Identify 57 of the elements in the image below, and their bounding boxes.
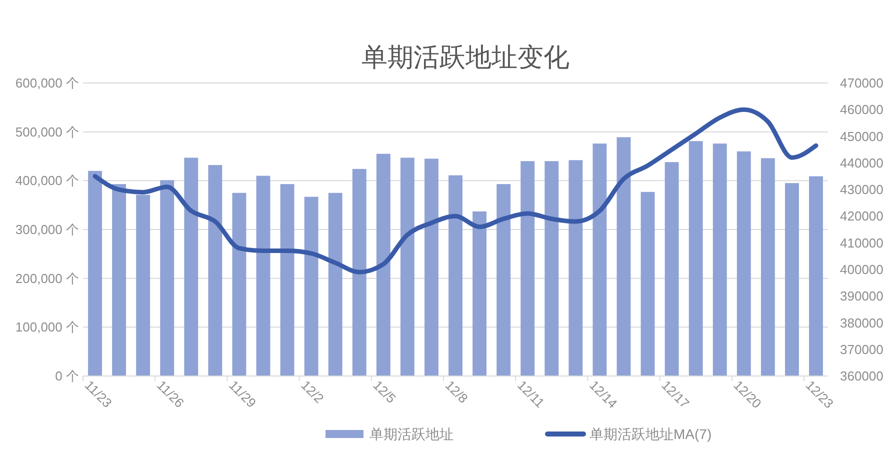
bar [376,154,390,376]
y2-tick-label: 440000 [840,155,884,170]
bar [640,192,655,376]
y2-tick-label: 410000 [840,235,884,250]
bar [352,168,366,376]
y-tick-label: 0 个 [55,368,79,384]
chart-title: 单期活跃地址变化 [362,42,570,72]
bar [280,184,294,376]
x-tick-label: 12/2 [298,378,327,406]
bar [760,158,775,376]
bar [304,196,318,376]
y2-tick-label: 470000 [840,76,884,91]
bar [328,192,342,376]
line-series [92,107,818,274]
bar [448,175,462,376]
bar [472,211,486,376]
bar [136,194,150,376]
y2-tick-label: 460000 [840,102,884,118]
legend-label: 单期活跃地址MA(7) [590,426,712,442]
bar [400,158,414,376]
y-tick-label: 600,000 个 [15,76,79,91]
y2-tick-label: 400000 [840,262,884,278]
bar [256,176,270,376]
bar [592,144,607,376]
legend-label: 单期活跃地址 [370,426,454,442]
y2-tick-label: 380000 [840,315,884,330]
bar [520,161,535,376]
bar [112,184,126,376]
bar [688,141,703,376]
y2-tick-label: 450000 [840,128,884,144]
bar [184,158,198,376]
bar [88,170,102,376]
bar [208,165,222,376]
bar [160,180,174,376]
y2-tick-label: 370000 [840,342,884,357]
bar [496,184,511,376]
y2-tick-label: 360000 [840,368,884,384]
bar [809,176,823,376]
y-tick-label: 400,000 个 [15,173,79,188]
y-tick-label: 300,000 个 [15,222,79,238]
y-tick-label: 500,000 个 [15,124,79,140]
y-tick-label: 200,000 个 [15,270,79,286]
bar [736,151,751,376]
bar [568,160,583,376]
y-tick-label: 100,000 个 [15,320,79,335]
bar [664,162,679,376]
bar [232,192,246,376]
x-tick-label: 12/5 [370,378,399,406]
x-tick-label: 12/8 [442,378,471,406]
bar [544,161,559,376]
y2-tick-label: 420000 [840,208,884,224]
y2-tick-label: 430000 [840,182,884,198]
bar [784,183,799,376]
bar [424,158,438,376]
y2-tick-label: 390000 [840,288,884,304]
bar [616,137,631,376]
bar [712,144,727,376]
